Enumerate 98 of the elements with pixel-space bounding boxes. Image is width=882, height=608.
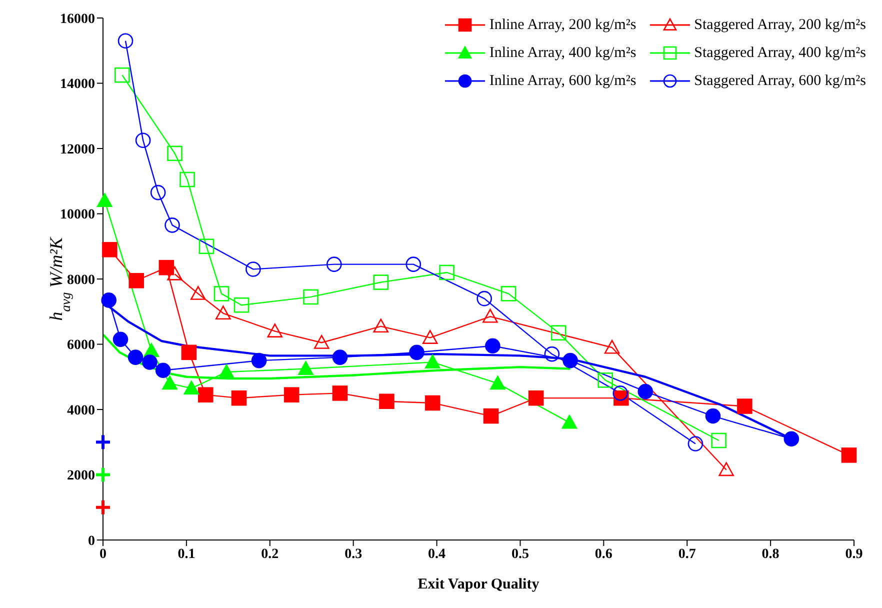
y-tick-label: 2000 bbox=[67, 468, 95, 484]
point bbox=[251, 352, 267, 368]
point bbox=[373, 274, 389, 290]
point bbox=[841, 448, 857, 463]
point bbox=[737, 398, 752, 414]
point bbox=[303, 289, 318, 305]
point bbox=[422, 330, 438, 344]
point bbox=[562, 414, 578, 429]
point bbox=[142, 354, 158, 370]
point bbox=[476, 290, 492, 306]
point bbox=[102, 242, 118, 258]
x-tick-label: 0.9 bbox=[845, 546, 863, 562]
point bbox=[424, 395, 440, 411]
point bbox=[406, 256, 422, 272]
point bbox=[598, 372, 613, 388]
point bbox=[705, 408, 721, 424]
point bbox=[332, 350, 348, 365]
x-tick-label: 0.7 bbox=[678, 546, 696, 562]
legend-label: Staggered Array, 200 kg/m²s bbox=[694, 16, 866, 34]
point bbox=[216, 306, 231, 320]
point bbox=[284, 387, 300, 402]
x-tick-label: 0.8 bbox=[762, 546, 780, 562]
point bbox=[128, 350, 144, 365]
point bbox=[94, 498, 112, 516]
point bbox=[298, 361, 314, 375]
point bbox=[218, 364, 234, 378]
point bbox=[167, 146, 182, 162]
point bbox=[439, 264, 454, 280]
point bbox=[112, 332, 128, 348]
point bbox=[483, 408, 499, 424]
x-tick-label: 0.4 bbox=[428, 546, 446, 562]
point bbox=[167, 266, 182, 280]
y-tick-label: 8000 bbox=[67, 272, 95, 288]
point bbox=[155, 362, 171, 378]
y-tick-label: 16000 bbox=[60, 12, 95, 27]
y-tick-label: 10000 bbox=[60, 208, 95, 223]
legend-label: Staggered Array, 600 kg/m²s bbox=[694, 72, 866, 90]
point bbox=[135, 132, 151, 148]
legend-label: Inline Array, 200 kg/m²s bbox=[489, 16, 636, 34]
y-tick-label: 0 bbox=[88, 534, 95, 549]
point bbox=[373, 318, 389, 333]
point bbox=[114, 67, 130, 83]
point bbox=[180, 172, 195, 188]
point bbox=[314, 334, 330, 349]
point bbox=[482, 308, 498, 323]
point bbox=[604, 340, 620, 354]
point bbox=[424, 354, 440, 368]
point bbox=[94, 434, 112, 451]
point bbox=[612, 386, 628, 401]
x-axis-title: Exit Vapor Quality bbox=[418, 576, 540, 593]
point bbox=[718, 462, 734, 476]
point bbox=[485, 338, 500, 354]
point bbox=[784, 431, 800, 447]
point bbox=[128, 272, 144, 288]
point bbox=[181, 344, 197, 360]
legend-label: Inline Array, 400 kg/m²s bbox=[489, 44, 636, 62]
point bbox=[234, 297, 250, 313]
point bbox=[500, 286, 516, 302]
point bbox=[190, 286, 206, 300]
legend-label: Staggered Array, 400 kg/m²s bbox=[694, 44, 866, 62]
x-tick-label: 0.3 bbox=[344, 546, 362, 562]
x-tick-label: 0 bbox=[100, 546, 106, 562]
y-tick-label: 4000 bbox=[67, 403, 95, 418]
x-tick-label: 0.6 bbox=[594, 546, 612, 562]
point bbox=[638, 384, 654, 400]
point bbox=[198, 238, 214, 254]
point bbox=[162, 376, 178, 390]
point bbox=[550, 325, 566, 340]
point bbox=[490, 376, 506, 390]
point bbox=[231, 390, 247, 406]
point bbox=[267, 324, 283, 338]
point bbox=[688, 436, 704, 452]
point bbox=[409, 344, 424, 360]
point bbox=[184, 380, 200, 395]
point bbox=[164, 218, 180, 233]
x-tick-label: 0.5 bbox=[511, 546, 529, 562]
point bbox=[214, 286, 230, 302]
y-tick-label: 14000 bbox=[60, 77, 95, 92]
point bbox=[150, 184, 166, 200]
point bbox=[97, 193, 112, 207]
point bbox=[711, 432, 726, 448]
point bbox=[198, 387, 214, 402]
point bbox=[326, 256, 342, 272]
y-tick-label: 6000 bbox=[67, 338, 95, 354]
point bbox=[544, 346, 560, 362]
point bbox=[332, 386, 348, 401]
point bbox=[118, 33, 134, 48]
x-tick-label: 0.1 bbox=[178, 546, 196, 562]
point bbox=[562, 352, 578, 368]
x-tick-label: 0.2 bbox=[261, 546, 279, 562]
point bbox=[528, 390, 544, 406]
point bbox=[246, 262, 261, 277]
y-tick-label: 12000 bbox=[60, 142, 95, 158]
point bbox=[158, 260, 174, 276]
point bbox=[379, 394, 394, 409]
point bbox=[94, 466, 112, 484]
point bbox=[101, 292, 116, 308]
legend-label: Inline Array, 600 kg/m²s bbox=[489, 72, 636, 90]
